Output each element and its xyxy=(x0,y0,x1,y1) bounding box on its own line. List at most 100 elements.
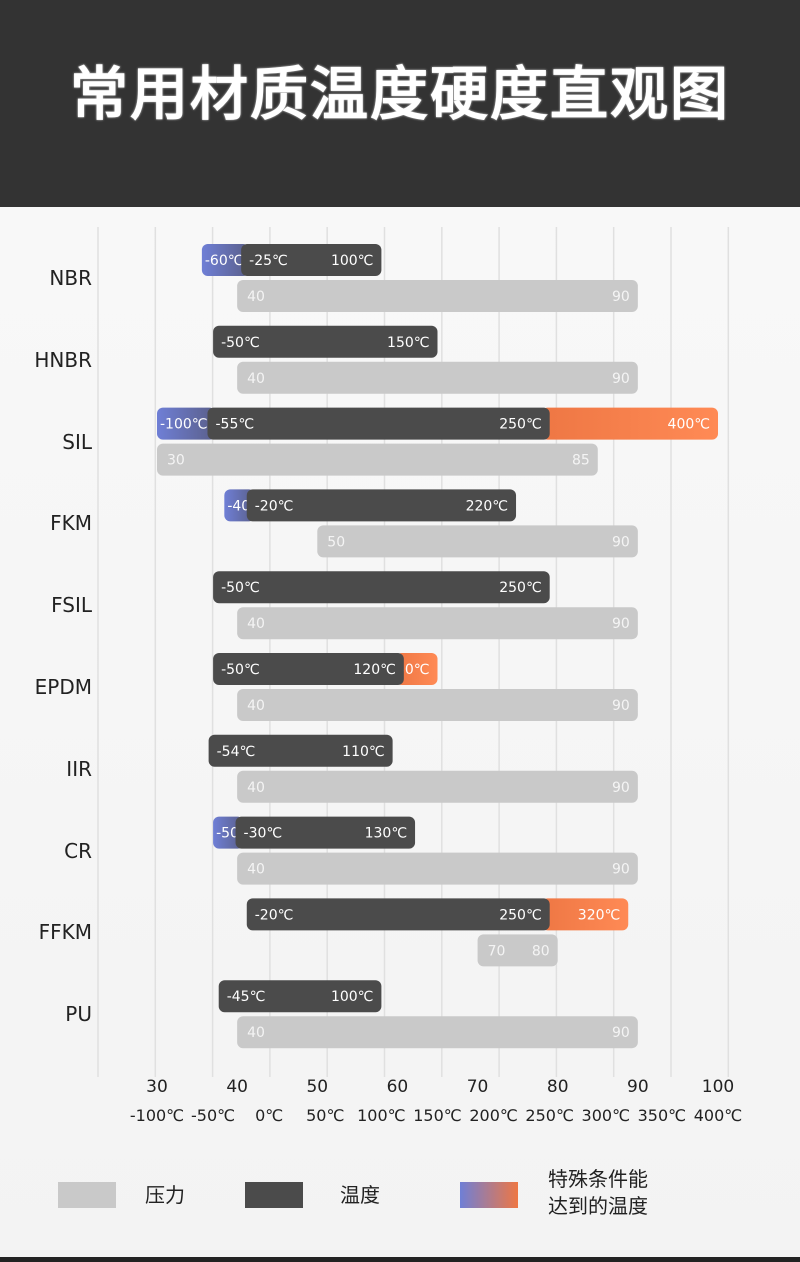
temperature-bar xyxy=(208,734,393,767)
hardness-tick-label: 50 xyxy=(306,1077,329,1097)
legend-temperature-label: 温度 xyxy=(340,1183,380,1207)
special-high-label: 400℃ xyxy=(668,417,710,433)
hardness-tick-label: 40 xyxy=(226,1077,248,1097)
pressure-max-label: 90 xyxy=(612,371,630,387)
temperature-max-label: 250℃ xyxy=(499,580,541,596)
pressure-bar xyxy=(237,280,638,312)
special-low-bar xyxy=(201,244,250,276)
temperature-min-label: -20℃ xyxy=(255,907,294,923)
header-banner: 常用材质温度硬度直观图 xyxy=(0,0,800,207)
temperature-max-label: 120℃ xyxy=(353,662,395,678)
hardness-tick-label: 100 xyxy=(701,1077,735,1097)
temperature-max-label: 150℃ xyxy=(387,335,429,351)
temperature-bar xyxy=(207,407,550,440)
pressure-min-label: 30 xyxy=(167,453,185,469)
pressure-bar xyxy=(237,852,638,885)
pressure-bar xyxy=(237,361,638,394)
pressure-max-label: 90 xyxy=(612,534,630,550)
temperature-max-label: 250℃ xyxy=(499,417,541,433)
temperature-min-label: -30℃ xyxy=(244,826,283,842)
temperature-max-label: 130℃ xyxy=(365,826,407,842)
pressure-bar xyxy=(477,934,558,967)
temperature-min-label: -50℃ xyxy=(221,335,260,351)
page-title: 常用材质温度硬度直观图 xyxy=(69,60,730,128)
category-label: PU xyxy=(65,1002,92,1027)
pressure-bar xyxy=(237,1016,638,1049)
temperature-tick-label: 0℃ xyxy=(255,1106,284,1125)
range-chart: 40 90 -60℃ -25℃ 100℃ 40 90 -50℃ 150℃ 30 85 400℃ -100… xyxy=(97,227,730,1077)
temperature-min-label: -50℃ xyxy=(221,580,260,596)
legend-pressure-swatch xyxy=(58,1182,116,1208)
temperature-bar xyxy=(213,571,550,604)
temperature-max-label: 110℃ xyxy=(342,744,384,760)
legend-special-swatch xyxy=(460,1182,518,1208)
pressure-max-label: 90 xyxy=(612,289,630,305)
special-high-label: 320℃ xyxy=(578,907,620,923)
category-label: FFKM xyxy=(38,920,92,945)
pressure-bar xyxy=(317,525,638,558)
special-low-bar xyxy=(157,407,216,440)
category-label: NBR xyxy=(49,266,92,290)
hardness-tick-label: 90 xyxy=(627,1077,649,1097)
hardness-tick-label: 80 xyxy=(546,1077,569,1097)
pressure-max-label: 90 xyxy=(612,698,630,714)
temperature-max-label: 220℃ xyxy=(466,498,508,514)
pressure-bar xyxy=(157,443,598,476)
temperature-tick-label: 200℃ xyxy=(469,1106,518,1125)
temperature-min-label: -25℃ xyxy=(249,253,288,269)
pressure-min-label: 70 xyxy=(488,943,506,959)
temperature-max-label: 100℃ xyxy=(331,989,373,1005)
pressure-max-label: 90 xyxy=(612,862,630,878)
bottom-bar xyxy=(0,1257,800,1262)
special-low-label: -60℃ xyxy=(205,253,244,269)
temperature-min-label: -20℃ xyxy=(255,498,294,514)
category-label: HNBR xyxy=(34,347,92,372)
pressure-bar xyxy=(237,689,638,721)
temperature-bar xyxy=(235,816,416,849)
temperature-bar xyxy=(246,489,517,522)
temperature-max-label: 250℃ xyxy=(499,907,541,923)
temperature-tick-label: -100℃ xyxy=(129,1106,185,1125)
special-low-label: -100℃ xyxy=(160,417,208,433)
legend-temperature-swatch xyxy=(245,1182,303,1208)
category-label: SIL xyxy=(62,429,92,454)
pressure-min-label: 40 xyxy=(247,862,265,878)
temperature-tick-label: 400℃ xyxy=(693,1106,743,1125)
pressure-max-label: 80 xyxy=(532,943,550,959)
temperature-min-label: -50℃ xyxy=(221,662,260,678)
pressure-bar xyxy=(237,607,638,640)
hardness-tick-label: 70 xyxy=(466,1077,489,1097)
pressure-min-label: 40 xyxy=(247,616,265,632)
category-label: FKM xyxy=(50,511,92,536)
pressure-min-label: 40 xyxy=(247,698,265,714)
temperature-tick-label: -50℃ xyxy=(191,1106,236,1125)
pressure-max-label: 90 xyxy=(612,616,630,632)
pressure-max-label: 90 xyxy=(612,1025,630,1041)
legend-special-label-line1: 特殊条件能 xyxy=(548,1167,648,1191)
temperature-bar xyxy=(213,653,404,685)
pressure-min-label: 50 xyxy=(327,534,345,550)
temperature-tick-label: 350℃ xyxy=(637,1106,687,1125)
legend-special-label-line2: 达到的温度 xyxy=(548,1194,648,1218)
special-high-bar xyxy=(395,653,438,685)
pressure-bar xyxy=(237,770,638,803)
temperature-tick-label: 250℃ xyxy=(525,1106,574,1125)
temperature-max-label: 100℃ xyxy=(331,253,373,269)
hardness-tick-label: 60 xyxy=(386,1077,409,1097)
category-label: FSIL xyxy=(51,593,92,618)
pressure-min-label: 40 xyxy=(247,371,265,387)
temperature-bar xyxy=(241,244,382,276)
temperature-bar xyxy=(213,325,438,358)
temperature-min-label: -54℃ xyxy=(217,744,256,760)
pressure-min-label: 40 xyxy=(247,289,265,305)
pressure-min-label: 40 xyxy=(247,1025,265,1041)
temperature-tick-label: 150℃ xyxy=(413,1106,462,1125)
special-high-bar xyxy=(541,407,718,440)
pressure-min-label: 40 xyxy=(247,780,265,796)
legend-pressure-label: 压力 xyxy=(145,1183,185,1207)
temperature-tick-label: 100℃ xyxy=(357,1106,406,1125)
temperature-bar xyxy=(246,898,550,931)
special-high-bar xyxy=(541,898,629,931)
pressure-max-label: 85 xyxy=(572,453,590,469)
temperature-min-label: -45℃ xyxy=(227,989,266,1005)
